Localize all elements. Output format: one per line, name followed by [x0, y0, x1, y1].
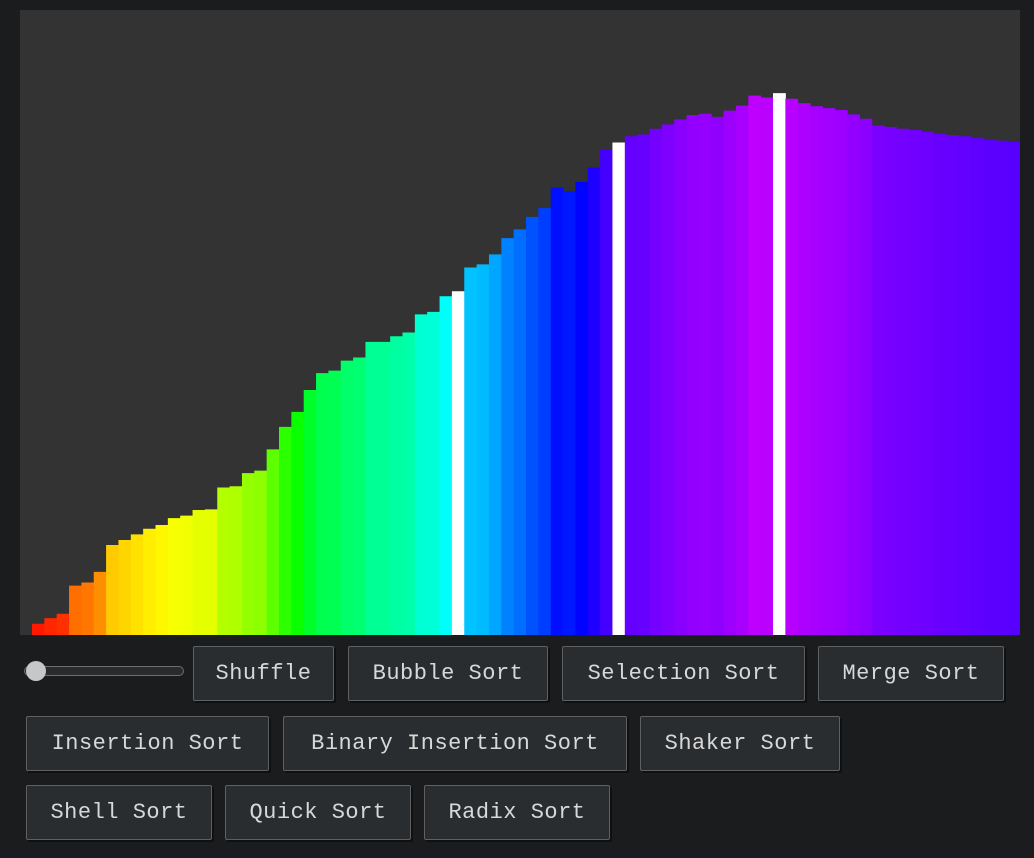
bar	[723, 110, 737, 635]
slider-track	[24, 666, 184, 676]
bar	[476, 264, 490, 635]
bar	[229, 486, 243, 635]
bar	[353, 357, 366, 635]
bar	[810, 106, 823, 635]
bar	[797, 103, 811, 635]
bar	[933, 133, 947, 635]
bar	[908, 130, 922, 635]
bar	[279, 426, 292, 635]
bar	[56, 613, 70, 635]
bar	[44, 618, 58, 635]
bar	[513, 229, 527, 635]
bar	[637, 134, 650, 635]
bar	[390, 336, 403, 635]
bar	[488, 254, 502, 635]
shuffle-button[interactable]: Shuffle	[193, 646, 334, 701]
bar	[587, 167, 601, 635]
slider-thumb[interactable]	[26, 661, 46, 681]
bar	[464, 267, 478, 635]
bar	[822, 108, 836, 635]
bar	[167, 518, 181, 635]
binary-insertion-sort-button[interactable]: Binary Insertion Sort	[283, 716, 627, 771]
speed-slider[interactable]	[24, 661, 184, 681]
bar	[402, 332, 416, 635]
bar	[649, 128, 663, 635]
bar	[130, 534, 144, 635]
bar	[538, 208, 552, 635]
bar	[921, 131, 935, 635]
bar	[377, 341, 391, 635]
bar	[241, 473, 255, 635]
bar	[735, 105, 749, 635]
bar	[698, 113, 712, 635]
selection-sort-button[interactable]: Selection Sort	[562, 646, 805, 701]
bar	[785, 98, 799, 635]
shaker-sort-button[interactable]: Shaker Sort	[640, 716, 840, 771]
bubble-sort-button[interactable]: Bubble Sort	[348, 646, 548, 701]
bar	[266, 449, 280, 635]
bar	[563, 191, 576, 635]
bar	[760, 97, 774, 635]
bar	[69, 585, 82, 635]
bar	[982, 140, 996, 635]
bar	[945, 135, 959, 635]
bar	[847, 114, 860, 635]
bar	[106, 545, 119, 635]
bar	[884, 126, 897, 635]
quick-sort-button[interactable]: Quick Sort	[225, 785, 411, 840]
bar	[674, 119, 688, 635]
bar	[291, 411, 305, 635]
bar	[526, 216, 539, 635]
bar	[550, 187, 564, 635]
bar	[501, 238, 515, 635]
bar	[995, 140, 1009, 635]
bar	[217, 487, 231, 635]
bar	[303, 390, 317, 635]
bar	[427, 311, 441, 635]
bar	[859, 118, 873, 635]
bar	[143, 528, 156, 635]
bar	[661, 124, 675, 635]
bar	[192, 510, 206, 635]
bar	[81, 582, 95, 635]
bar	[834, 110, 848, 635]
bar	[155, 525, 169, 635]
bar	[204, 509, 218, 635]
bar	[1007, 141, 1020, 635]
bar	[365, 341, 379, 635]
bar	[93, 571, 107, 635]
bar	[958, 136, 972, 635]
bars-canvas	[32, 93, 1020, 635]
bar	[624, 136, 638, 635]
shell-sort-button[interactable]: Shell Sort	[26, 785, 212, 840]
bar	[600, 150, 613, 635]
bar	[180, 515, 194, 635]
bar	[970, 138, 984, 635]
bar	[686, 115, 700, 635]
radix-sort-button[interactable]: Radix Sort	[424, 785, 610, 840]
bar-highlighted	[451, 291, 465, 635]
bar	[575, 181, 589, 635]
bar	[439, 296, 453, 635]
bar	[414, 314, 428, 635]
insertion-sort-button[interactable]: Insertion Sort	[26, 716, 269, 771]
bar-highlighted	[773, 93, 786, 635]
merge-sort-button[interactable]: Merge Sort	[818, 646, 1004, 701]
bar	[748, 95, 762, 635]
bar	[328, 370, 342, 635]
bar	[254, 470, 268, 635]
bar	[118, 540, 132, 635]
bar	[711, 116, 725, 635]
bar	[896, 128, 910, 635]
bar-highlighted	[612, 142, 626, 635]
bar	[316, 373, 329, 635]
bar	[340, 360, 354, 635]
sorting-visualizer	[20, 10, 1020, 635]
bar	[32, 623, 45, 635]
bar	[871, 125, 885, 635]
